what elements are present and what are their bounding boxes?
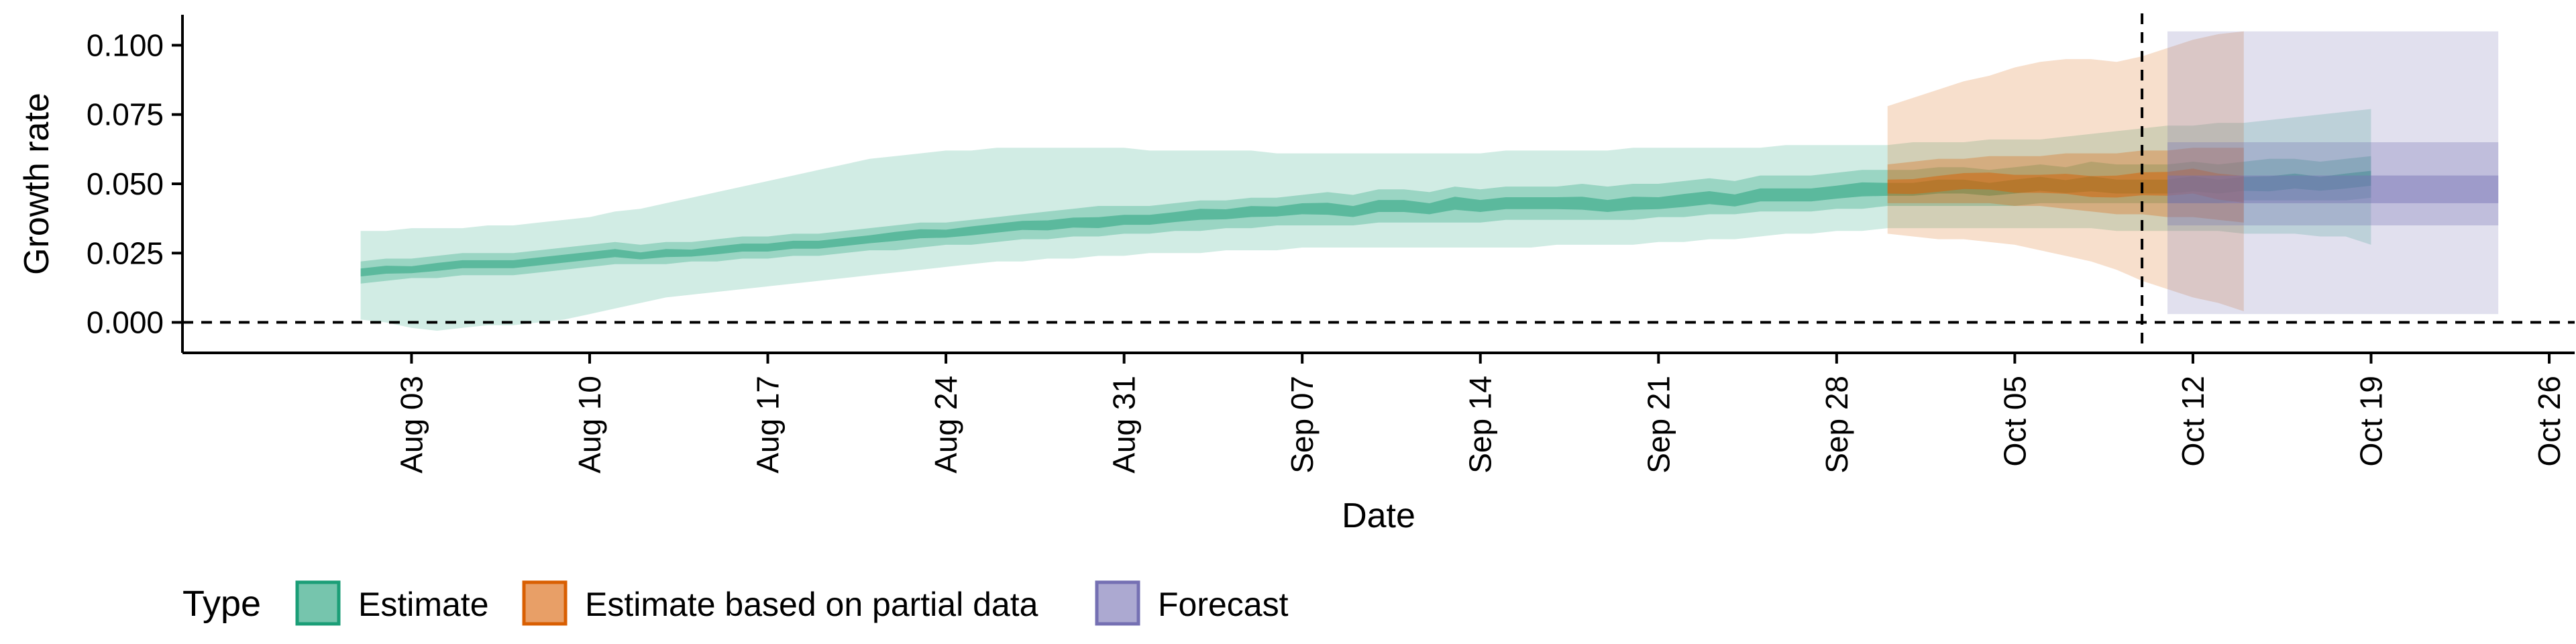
x-tick-label: Oct 26 bbox=[2532, 376, 2567, 467]
x-tick-label: Sep 28 bbox=[1819, 376, 1854, 474]
legend-label: Estimate bbox=[358, 586, 489, 623]
legend-key bbox=[1095, 580, 1140, 626]
legend-key bbox=[522, 580, 568, 626]
outer-interval-band bbox=[360, 109, 2371, 331]
y-tick-label: 0.075 bbox=[87, 97, 164, 132]
legend: Type Estimate Estimate based on partial d… bbox=[182, 580, 1289, 626]
x-tick-label: Aug 31 bbox=[1107, 376, 1142, 474]
median-band bbox=[1887, 168, 2244, 203]
y-axis-ticks: 0.000 0.025 0.050 0.075 0.100 bbox=[87, 28, 182, 340]
legend-item: Estimate based on partial data bbox=[522, 580, 1038, 626]
median-band bbox=[2167, 175, 2499, 203]
x-tick-label: Aug 10 bbox=[572, 376, 607, 474]
series-estimate-based-on-partial-data bbox=[1887, 31, 2244, 312]
x-tick-label: Oct 19 bbox=[2354, 376, 2389, 467]
y-tick-label: 0.000 bbox=[87, 305, 164, 340]
x-axis-title: Date bbox=[1342, 496, 1415, 535]
y-axis-title: Growth rate bbox=[17, 93, 56, 275]
y-tick-label: 0.025 bbox=[87, 235, 164, 270]
legend-label: Estimate based on partial data bbox=[585, 586, 1038, 623]
x-tick-label: Oct 12 bbox=[2176, 376, 2210, 467]
x-tick-label: Aug 03 bbox=[394, 376, 429, 474]
legend-item: Forecast bbox=[1095, 580, 1289, 626]
x-tick-label: Sep 07 bbox=[1285, 376, 1320, 474]
y-tick-label: 0.100 bbox=[87, 28, 164, 62]
y-tick-label: 0.050 bbox=[87, 166, 164, 201]
x-tick-label: Aug 24 bbox=[928, 376, 963, 474]
legend-label: Forecast bbox=[1158, 586, 1289, 623]
x-tick-label: Aug 17 bbox=[751, 376, 786, 474]
outer-interval-band bbox=[2167, 31, 2499, 315]
legend-key bbox=[295, 580, 341, 626]
uncertainty-bands bbox=[360, 31, 2499, 331]
inner-interval-band bbox=[2167, 142, 2499, 225]
x-tick-label: Sep 14 bbox=[1463, 376, 1498, 474]
legend-item: Estimate bbox=[295, 580, 489, 626]
x-tick-label: Oct 05 bbox=[1997, 376, 2032, 467]
series-forecast bbox=[2167, 31, 2499, 315]
reference-lines bbox=[182, 13, 2575, 353]
outer-interval-band bbox=[1887, 31, 2244, 312]
x-axis-ticks: Aug 03 Aug 10 Aug 17 Aug 24 Aug 31 Sep 07 Sep … bbox=[394, 353, 2567, 474]
legend-title: Type bbox=[182, 584, 261, 624]
x-tick-label: Sep 21 bbox=[1641, 376, 1676, 474]
